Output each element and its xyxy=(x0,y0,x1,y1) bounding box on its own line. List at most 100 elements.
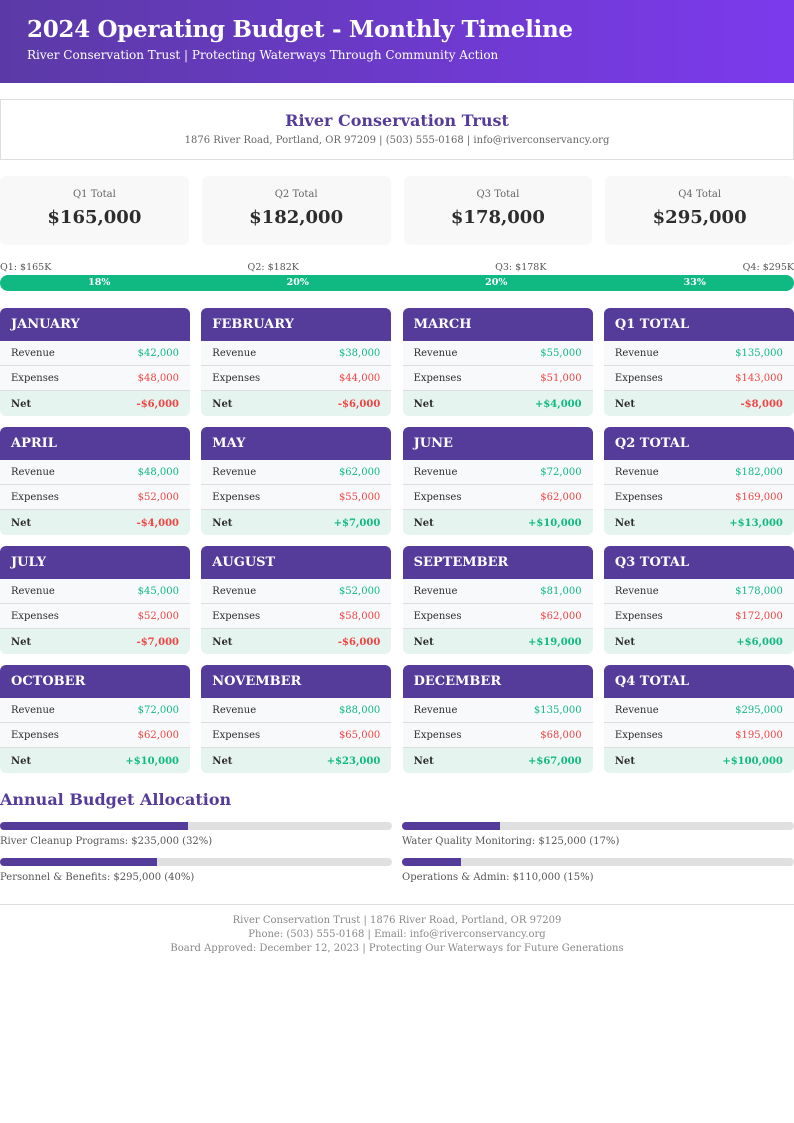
card-title: Q4 TOTAL xyxy=(603,665,794,698)
revenue-label: Revenue xyxy=(614,347,659,359)
revenue-value: $52,000 xyxy=(338,585,381,597)
month-card: MARCH Revenue $55,000 Expenses $51,000 Net +$4… xyxy=(402,308,593,416)
net-row: Net -$6,000 xyxy=(0,391,190,416)
org-contact: 1876 River Road, Portland, OR 97209 | (5… xyxy=(184,135,610,146)
net-label: Net xyxy=(212,517,233,529)
card-title: APRIL xyxy=(0,427,190,460)
net-row: Net +$100,000 xyxy=(603,748,794,773)
quarter-card: Q4 Total $295,000 xyxy=(605,176,794,245)
expenses-value: $55,000 xyxy=(338,491,381,503)
org-info: River Conservation Trust 1876 River Road… xyxy=(0,99,794,160)
net-row: Net -$8,000 xyxy=(603,391,794,416)
quarter-label: Q1 Total xyxy=(72,189,116,200)
month-card: FEBRUARY Revenue $38,000 Expenses $44,000 Net… xyxy=(201,308,392,416)
expenses-row: Expenses $195,000 xyxy=(603,723,794,748)
revenue-label: Revenue xyxy=(413,466,458,478)
expenses-label: Expenses xyxy=(614,372,663,384)
expenses-value: $195,000 xyxy=(735,729,783,741)
net-row: Net +$7,000 xyxy=(201,510,392,535)
net-value: -$8,000 xyxy=(740,398,783,410)
net-row: Net +$10,000 xyxy=(0,748,190,773)
net-row: Net +$13,000 xyxy=(603,510,794,535)
quarter-timeline: Q1: $165K Q2: $182K Q3: $178K Q4: $295K 18%… xyxy=(0,262,794,291)
timeline-label: Q4: $295K xyxy=(742,262,794,273)
net-label: Net xyxy=(212,755,233,767)
allocation-item: River Cleanup Programs: $235,000 (32%) xyxy=(0,822,392,847)
expenses-row: Expenses $143,000 xyxy=(603,366,794,391)
page-title: 2024 Operating Budget - Monthly Timeline xyxy=(27,16,573,43)
net-row: Net +$23,000 xyxy=(201,748,392,773)
timeline-percent: 18% xyxy=(88,277,111,288)
net-label: Net xyxy=(413,517,434,529)
expenses-value: $51,000 xyxy=(540,372,582,384)
month-card: JANUARY Revenue $42,000 Expenses $48,000 Net -… xyxy=(0,308,190,416)
expenses-row: Expenses $51,000 xyxy=(402,366,593,391)
revenue-row: Revenue $45,000 xyxy=(0,579,190,604)
net-value: +$67,000 xyxy=(527,755,582,767)
allocation-label: River Cleanup Programs: $235,000 (32%) xyxy=(0,836,213,847)
expenses-value: $62,000 xyxy=(540,491,582,503)
revenue-value: $38,000 xyxy=(338,347,381,359)
allocation-fill xyxy=(402,822,500,830)
quarter-value: $178,000 xyxy=(450,207,545,228)
net-row: Net -$7,000 xyxy=(0,629,190,654)
page-header: 2024 Operating Budget - Monthly Timeline… xyxy=(0,0,794,83)
quarter-total-card: Q3 TOTAL Revenue $178,000 Expenses $172,000 N… xyxy=(603,546,794,654)
quarter-total-card: Q1 TOTAL Revenue $135,000 Expenses $143,000 N… xyxy=(603,308,794,416)
net-label: Net xyxy=(413,398,434,410)
expenses-row: Expenses $65,000 xyxy=(201,723,392,748)
net-label: Net xyxy=(614,636,636,648)
card-title: OCTOBER xyxy=(0,665,190,698)
quarter-card: Q2 Total $182,000 xyxy=(201,176,391,245)
org-name: River Conservation Trust xyxy=(285,111,509,130)
expenses-value: $68,000 xyxy=(540,729,582,741)
net-row: Net -$6,000 xyxy=(201,629,392,654)
revenue-value: $135,000 xyxy=(533,704,582,716)
monthly-grid: JANUARY Revenue $42,000 Expenses $48,000 Net -… xyxy=(0,308,794,773)
net-label: Net xyxy=(11,517,32,529)
expenses-label: Expenses xyxy=(614,729,663,741)
allocation-bar xyxy=(0,858,392,866)
expenses-label: Expenses xyxy=(11,729,59,741)
expenses-label: Expenses xyxy=(212,372,261,384)
quarter-summary: Q1 Total $165,000 Q2 Total $182,000 Q3 Total… xyxy=(0,176,794,245)
net-label: Net xyxy=(614,517,636,529)
revenue-row: Revenue $72,000 xyxy=(0,698,190,723)
revenue-label: Revenue xyxy=(614,585,659,597)
expenses-row: Expenses $58,000 xyxy=(201,604,392,629)
expenses-row: Expenses $62,000 xyxy=(402,604,593,629)
net-value: +$13,000 xyxy=(729,517,783,529)
revenue-label: Revenue xyxy=(212,585,257,597)
quarter-label: Q3 Total xyxy=(476,189,520,200)
allocation-label: Personnel & Benefits: $295,000 (40%) xyxy=(0,872,195,883)
expenses-label: Expenses xyxy=(212,729,261,741)
revenue-label: Revenue xyxy=(413,585,458,597)
expenses-row: Expenses $52,000 xyxy=(0,485,190,510)
card-title: JULY xyxy=(0,546,190,579)
net-row: Net -$4,000 xyxy=(0,510,190,535)
expenses-label: Expenses xyxy=(11,610,59,622)
card-title: MARCH xyxy=(402,308,593,341)
net-label: Net xyxy=(212,636,233,648)
net-value: -$6,000 xyxy=(337,636,381,648)
allocation-item: Water Quality Monitoring: $125,000 (17%) xyxy=(402,822,794,847)
revenue-row: Revenue $42,000 xyxy=(0,341,190,366)
expenses-row: Expenses $55,000 xyxy=(201,485,392,510)
quarter-value: $295,000 xyxy=(652,207,747,228)
revenue-label: Revenue xyxy=(11,466,55,478)
net-value: -$6,000 xyxy=(337,398,381,410)
net-row: Net +$6,000 xyxy=(603,629,794,654)
timeline-label: Q2: $182K xyxy=(247,262,299,273)
allocation-item: Operations & Admin: $110,000 (15%) xyxy=(402,858,794,883)
month-card: OCTOBER Revenue $72,000 Expenses $62,000 Net +… xyxy=(0,665,190,773)
revenue-row: Revenue $48,000 xyxy=(0,460,190,485)
month-card: NOVEMBER Revenue $88,000 Expenses $65,000 Net… xyxy=(201,665,392,773)
revenue-value: $81,000 xyxy=(540,585,582,597)
net-label: Net xyxy=(614,398,636,410)
expenses-label: Expenses xyxy=(11,372,59,384)
expenses-value: $143,000 xyxy=(735,372,783,384)
net-value: +$100,000 xyxy=(722,755,783,767)
net-value: +$7,000 xyxy=(333,517,381,529)
revenue-value: $42,000 xyxy=(137,347,179,359)
revenue-label: Revenue xyxy=(11,347,55,359)
